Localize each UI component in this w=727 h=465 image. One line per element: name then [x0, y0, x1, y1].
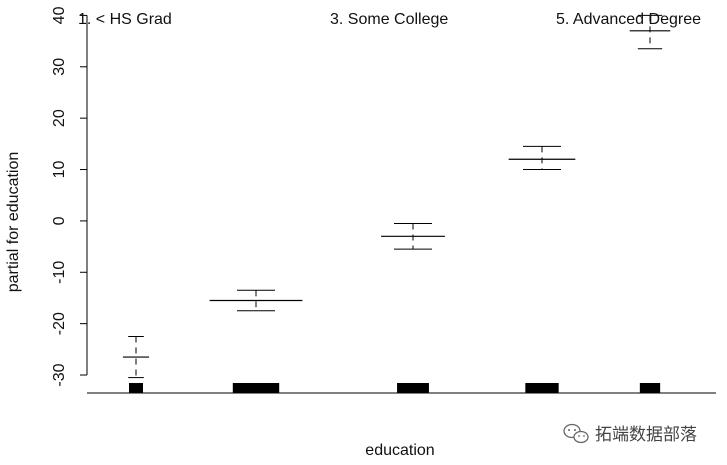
wechat-logo-icon — [563, 423, 589, 444]
y-tick-label: 40 — [51, 6, 68, 24]
y-tick-label: 20 — [51, 109, 68, 127]
y-tick-label: -30 — [51, 363, 68, 386]
rug-bar — [129, 383, 143, 393]
top-category-label-5: 5. Advanced Degree — [556, 11, 701, 28]
y-tick-label: 0 — [51, 216, 68, 225]
watermark-text: 拓端数据部落 — [595, 425, 697, 445]
rug-bar — [639, 383, 661, 393]
watermark: 拓端数据部落 — [563, 423, 697, 445]
chart-marks — [122, 14, 671, 379]
rug-bar — [232, 383, 280, 393]
y-tick-label: 30 — [51, 58, 68, 76]
y-axis-title: partial for education — [5, 152, 22, 293]
rug-bars — [129, 383, 661, 393]
x-axis-title: education — [365, 442, 434, 459]
top-category-label-3: 3. Some College — [330, 11, 448, 28]
y-tick-label: -20 — [51, 312, 68, 335]
rug-bar — [525, 383, 559, 393]
top-category-label-1: 1. < HS Grad — [78, 11, 172, 28]
y-tick-label: -10 — [51, 261, 68, 284]
rug-bar — [397, 383, 429, 393]
y-axis — [80, 14, 88, 376]
y-tick-label: 10 — [51, 161, 68, 179]
y-tick-labels: -30 -20 -10 0 10 20 30 40 — [51, 6, 68, 386]
